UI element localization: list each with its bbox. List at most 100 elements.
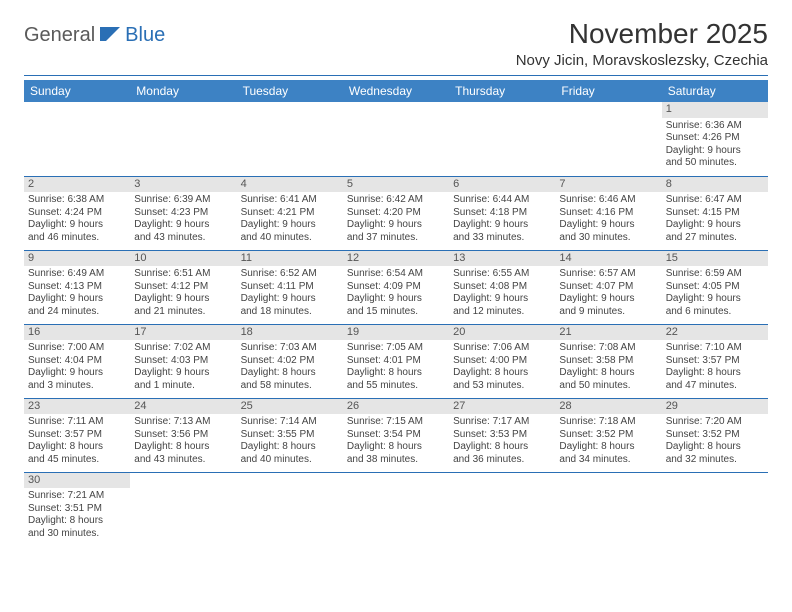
daylight-text: and 32 minutes. [666,454,764,467]
calendar-cell: 29Sunrise: 7:20 AMSunset: 3:52 PMDayligh… [662,398,768,472]
sunset-text: Sunset: 4:07 PM [559,281,657,294]
day-header: Sunday [24,80,130,102]
daylight-text: and 40 minutes. [241,232,339,245]
sunrise-text: Sunrise: 7:21 AM [28,490,126,503]
calendar-cell: 22Sunrise: 7:10 AMSunset: 3:57 PMDayligh… [662,324,768,398]
daylight-text: Daylight: 9 hours [241,293,339,306]
sunrise-text: Sunrise: 7:10 AM [666,342,764,355]
sunset-text: Sunset: 4:13 PM [28,281,126,294]
calendar-cell [130,472,236,546]
daylight-text: Daylight: 8 hours [28,441,126,454]
day-number: 25 [237,399,343,415]
calendar-cell: 1Sunrise: 6:36 AMSunset: 4:26 PMDaylight… [662,102,768,176]
day-number: 4 [237,177,343,193]
daylight-text: and 3 minutes. [28,380,126,393]
sunrise-text: Sunrise: 7:06 AM [453,342,551,355]
day-number: 21 [555,325,661,341]
daylight-text: Daylight: 9 hours [134,219,232,232]
daylight-text: Daylight: 9 hours [28,293,126,306]
calendar-cell: 23Sunrise: 7:11 AMSunset: 3:57 PMDayligh… [24,398,130,472]
sunrise-text: Sunrise: 6:55 AM [453,268,551,281]
daylight-text: Daylight: 9 hours [241,219,339,232]
calendar-week: 1Sunrise: 6:36 AMSunset: 4:26 PMDaylight… [24,102,768,176]
sunrise-text: Sunrise: 7:20 AM [666,416,764,429]
calendar-cell: 12Sunrise: 6:54 AMSunset: 4:09 PMDayligh… [343,250,449,324]
daylight-text: and 12 minutes. [453,306,551,319]
sunset-text: Sunset: 4:01 PM [347,355,445,368]
day-header-row: SundayMondayTuesdayWednesdayThursdayFrid… [24,80,768,102]
day-number: 11 [237,251,343,267]
daylight-text: and 47 minutes. [666,380,764,393]
calendar-cell: 30Sunrise: 7:21 AMSunset: 3:51 PMDayligh… [24,472,130,546]
daylight-text: and 33 minutes. [453,232,551,245]
sunrise-text: Sunrise: 6:38 AM [28,194,126,207]
sunrise-text: Sunrise: 7:00 AM [28,342,126,355]
sunset-text: Sunset: 3:55 PM [241,429,339,442]
day-number: 16 [24,325,130,341]
sunrise-text: Sunrise: 6:39 AM [134,194,232,207]
sunset-text: Sunset: 4:03 PM [134,355,232,368]
daylight-text: Daylight: 8 hours [241,367,339,380]
calendar-cell: 25Sunrise: 7:14 AMSunset: 3:55 PMDayligh… [237,398,343,472]
sunset-text: Sunset: 4:21 PM [241,207,339,220]
calendar-cell: 7Sunrise: 6:46 AMSunset: 4:16 PMDaylight… [555,176,661,250]
day-number: 12 [343,251,449,267]
calendar-cell: 5Sunrise: 6:42 AMSunset: 4:20 PMDaylight… [343,176,449,250]
sunrise-text: Sunrise: 6:52 AM [241,268,339,281]
daylight-text: and 9 minutes. [559,306,657,319]
daylight-text: and 50 minutes. [559,380,657,393]
calendar-week: 30Sunrise: 7:21 AMSunset: 3:51 PMDayligh… [24,472,768,546]
daylight-text: Daylight: 8 hours [666,367,764,380]
sunrise-text: Sunrise: 7:14 AM [241,416,339,429]
calendar-cell: 11Sunrise: 6:52 AMSunset: 4:11 PMDayligh… [237,250,343,324]
day-header: Tuesday [237,80,343,102]
daylight-text: and 6 minutes. [666,306,764,319]
day-number: 22 [662,325,768,341]
sunrise-text: Sunrise: 6:51 AM [134,268,232,281]
sunset-text: Sunset: 4:20 PM [347,207,445,220]
daylight-text: Daylight: 9 hours [559,293,657,306]
sunset-text: Sunset: 4:11 PM [241,281,339,294]
daylight-text: and 58 minutes. [241,380,339,393]
calendar-cell [343,102,449,176]
sunset-text: Sunset: 4:12 PM [134,281,232,294]
sunset-text: Sunset: 4:18 PM [453,207,551,220]
calendar-cell: 13Sunrise: 6:55 AMSunset: 4:08 PMDayligh… [449,250,555,324]
calendar-cell [555,472,661,546]
daylight-text: Daylight: 9 hours [28,367,126,380]
daylight-text: and 30 minutes. [28,528,126,541]
sunrise-text: Sunrise: 7:15 AM [347,416,445,429]
day-number: 29 [662,399,768,415]
daylight-text: and 18 minutes. [241,306,339,319]
calendar-cell [555,102,661,176]
day-number: 9 [24,251,130,267]
sunset-text: Sunset: 3:58 PM [559,355,657,368]
daylight-text: and 21 minutes. [134,306,232,319]
title-block: November 2025 Novy Jicin, Moravskoslezsk… [516,18,768,69]
header-rule [24,75,768,76]
sunset-text: Sunset: 3:54 PM [347,429,445,442]
day-number: 8 [662,177,768,193]
daylight-text: and 24 minutes. [28,306,126,319]
sunrise-text: Sunrise: 6:46 AM [559,194,657,207]
calendar-cell: 28Sunrise: 7:18 AMSunset: 3:52 PMDayligh… [555,398,661,472]
calendar-cell: 10Sunrise: 6:51 AMSunset: 4:12 PMDayligh… [130,250,236,324]
day-number: 19 [343,325,449,341]
daylight-text: and 43 minutes. [134,232,232,245]
day-number: 18 [237,325,343,341]
daylight-text: and 36 minutes. [453,454,551,467]
day-number: 6 [449,177,555,193]
calendar-cell: 27Sunrise: 7:17 AMSunset: 3:53 PMDayligh… [449,398,555,472]
daylight-text: and 53 minutes. [453,380,551,393]
daylight-text: Daylight: 8 hours [559,367,657,380]
daylight-text: and 46 minutes. [28,232,126,245]
day-number: 24 [130,399,236,415]
sunset-text: Sunset: 3:53 PM [453,429,551,442]
sunrise-text: Sunrise: 6:47 AM [666,194,764,207]
daylight-text: Daylight: 8 hours [453,367,551,380]
daylight-text: and 38 minutes. [347,454,445,467]
daylight-text: Daylight: 9 hours [666,219,764,232]
sunset-text: Sunset: 4:26 PM [666,132,764,145]
logo-text-blue: Blue [125,24,165,47]
calendar-cell [343,472,449,546]
